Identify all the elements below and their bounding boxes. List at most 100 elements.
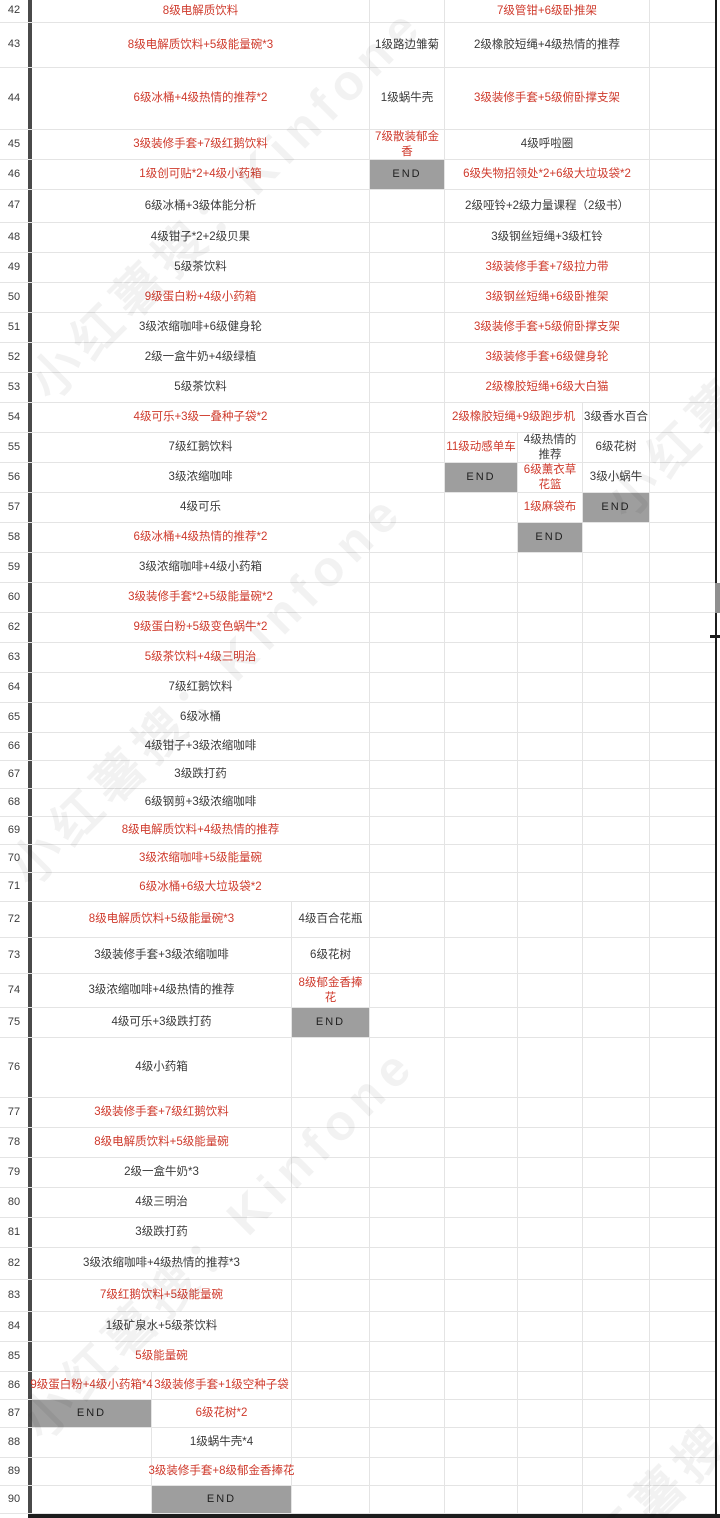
- row-number[interactable]: 58: [0, 523, 32, 552]
- empty-cell[interactable]: [583, 1372, 650, 1399]
- row-number[interactable]: 52: [0, 343, 32, 372]
- item-cell[interactable]: 4级可乐+3级跌打药: [32, 1008, 292, 1037]
- empty-cell[interactable]: [445, 974, 518, 1007]
- item-cell[interactable]: 3级浓缩咖啡+4级小药箱: [32, 553, 370, 582]
- empty-cell[interactable]: [292, 1248, 370, 1279]
- empty-cell[interactable]: [370, 1400, 445, 1427]
- empty-cell[interactable]: [445, 1128, 518, 1157]
- row-number[interactable]: 86: [0, 1372, 32, 1399]
- row-number[interactable]: 63: [0, 643, 32, 672]
- empty-cell[interactable]: [518, 1098, 583, 1127]
- item-cell[interactable]: 3级浓缩咖啡+4级热情的推荐*3: [32, 1248, 292, 1279]
- empty-cell[interactable]: [445, 873, 518, 901]
- row-number[interactable]: 88: [0, 1428, 32, 1457]
- empty-cell[interactable]: [370, 673, 445, 702]
- empty-cell[interactable]: [292, 1486, 370, 1513]
- row-number[interactable]: 54: [0, 403, 32, 432]
- empty-cell[interactable]: [445, 613, 518, 642]
- item-cell[interactable]: 3级装修手套+1级空种子袋: [152, 1372, 292, 1399]
- empty-cell[interactable]: [445, 493, 518, 522]
- empty-cell[interactable]: [650, 1158, 717, 1187]
- empty-cell[interactable]: [370, 1098, 445, 1127]
- row-number[interactable]: 80: [0, 1188, 32, 1217]
- empty-cell[interactable]: [650, 463, 717, 492]
- empty-cell[interactable]: [650, 1428, 717, 1457]
- row-number[interactable]: 70: [0, 845, 32, 872]
- empty-cell[interactable]: [445, 1458, 518, 1485]
- empty-cell[interactable]: [370, 1486, 445, 1513]
- empty-cell[interactable]: [370, 1280, 445, 1311]
- row-number[interactable]: 83: [0, 1280, 32, 1311]
- empty-cell[interactable]: [583, 873, 650, 901]
- item-cell[interactable]: 6级花树*2: [152, 1400, 292, 1427]
- empty-cell[interactable]: [445, 1428, 518, 1457]
- item-cell[interactable]: 6级冰桶+3级体能分析: [32, 190, 370, 222]
- item-cell[interactable]: 3级装修手套*2+5级能量碗*2: [32, 583, 370, 612]
- end-cell[interactable]: END: [292, 1008, 370, 1037]
- item-cell[interactable]: 4级钳子*2+2级贝果: [32, 223, 370, 252]
- empty-cell[interactable]: [518, 1280, 583, 1311]
- empty-cell[interactable]: [518, 613, 583, 642]
- item-cell[interactable]: 7级红鹅饮料: [32, 673, 370, 702]
- empty-cell[interactable]: [518, 1486, 583, 1513]
- item-cell[interactable]: 1级蜗牛壳*4: [152, 1428, 292, 1457]
- empty-cell[interactable]: [650, 1486, 717, 1513]
- empty-cell[interactable]: [370, 1428, 445, 1457]
- empty-cell[interactable]: [650, 673, 717, 702]
- item-cell[interactable]: 6级冰桶+4级热情的推荐*2: [32, 523, 370, 552]
- empty-cell[interactable]: [583, 583, 650, 612]
- empty-cell[interactable]: [445, 1188, 518, 1217]
- empty-cell[interactable]: [650, 1248, 717, 1279]
- end-cell[interactable]: END: [518, 523, 583, 552]
- item-cell[interactable]: 3级浓缩咖啡+4级热情的推荐: [32, 974, 292, 1007]
- item-cell[interactable]: 3级小蜗牛: [583, 463, 650, 492]
- item-cell[interactable]: 8级电解质饮料+5级能量碗: [32, 1128, 292, 1157]
- item-cell[interactable]: 3级装修手套+3级浓缩咖啡: [32, 938, 292, 973]
- item-cell[interactable]: 3级装修手套+7级拉力带: [445, 253, 650, 282]
- row-number[interactable]: 85: [0, 1342, 32, 1371]
- empty-cell[interactable]: [518, 1428, 583, 1457]
- empty-cell[interactable]: [370, 902, 445, 937]
- empty-cell[interactable]: [445, 1400, 518, 1427]
- empty-cell[interactable]: [650, 553, 717, 582]
- empty-cell[interactable]: [370, 463, 445, 492]
- item-cell[interactable]: 1级创可贴*2+4级小药箱: [32, 160, 370, 189]
- row-number[interactable]: 46: [0, 160, 32, 189]
- empty-cell[interactable]: [583, 817, 650, 844]
- empty-cell[interactable]: [583, 1428, 650, 1457]
- item-cell[interactable]: 1级路边雏菊: [370, 23, 445, 67]
- empty-cell[interactable]: [583, 902, 650, 937]
- empty-cell[interactable]: [650, 1188, 717, 1217]
- empty-cell[interactable]: [32, 1458, 152, 1485]
- empty-cell[interactable]: [445, 643, 518, 672]
- empty-cell[interactable]: [445, 1342, 518, 1371]
- empty-cell[interactable]: [370, 613, 445, 642]
- empty-cell[interactable]: [583, 703, 650, 732]
- item-cell[interactable]: 3级跌打药: [32, 1218, 292, 1247]
- item-cell[interactable]: 7级红鹅饮料: [32, 433, 370, 462]
- row-number[interactable]: 81: [0, 1218, 32, 1247]
- empty-cell[interactable]: [370, 493, 445, 522]
- empty-cell[interactable]: [32, 1428, 152, 1457]
- empty-cell[interactable]: [518, 1342, 583, 1371]
- item-cell[interactable]: 5级茶饮料: [32, 373, 370, 402]
- empty-cell[interactable]: [518, 1008, 583, 1037]
- item-cell[interactable]: 2级一盒牛奶+4级绿植: [32, 343, 370, 372]
- empty-cell[interactable]: [583, 761, 650, 788]
- empty-cell[interactable]: [583, 733, 650, 760]
- empty-cell[interactable]: [292, 1342, 370, 1371]
- empty-cell[interactable]: [370, 403, 445, 432]
- empty-cell[interactable]: [445, 703, 518, 732]
- item-cell[interactable]: 5级茶饮料: [32, 253, 370, 282]
- empty-cell[interactable]: [445, 1038, 518, 1097]
- empty-cell[interactable]: [583, 1458, 650, 1485]
- empty-cell[interactable]: [370, 1458, 445, 1485]
- row-number[interactable]: 67: [0, 761, 32, 788]
- item-cell[interactable]: 6级冰桶+4级热情的推荐*2: [32, 68, 370, 129]
- empty-cell[interactable]: [370, 523, 445, 552]
- empty-cell[interactable]: [445, 583, 518, 612]
- item-cell[interactable]: 4级热情的推荐: [518, 433, 583, 462]
- empty-cell[interactable]: [370, 817, 445, 844]
- empty-cell[interactable]: [583, 1280, 650, 1311]
- row-number[interactable]: 53: [0, 373, 32, 402]
